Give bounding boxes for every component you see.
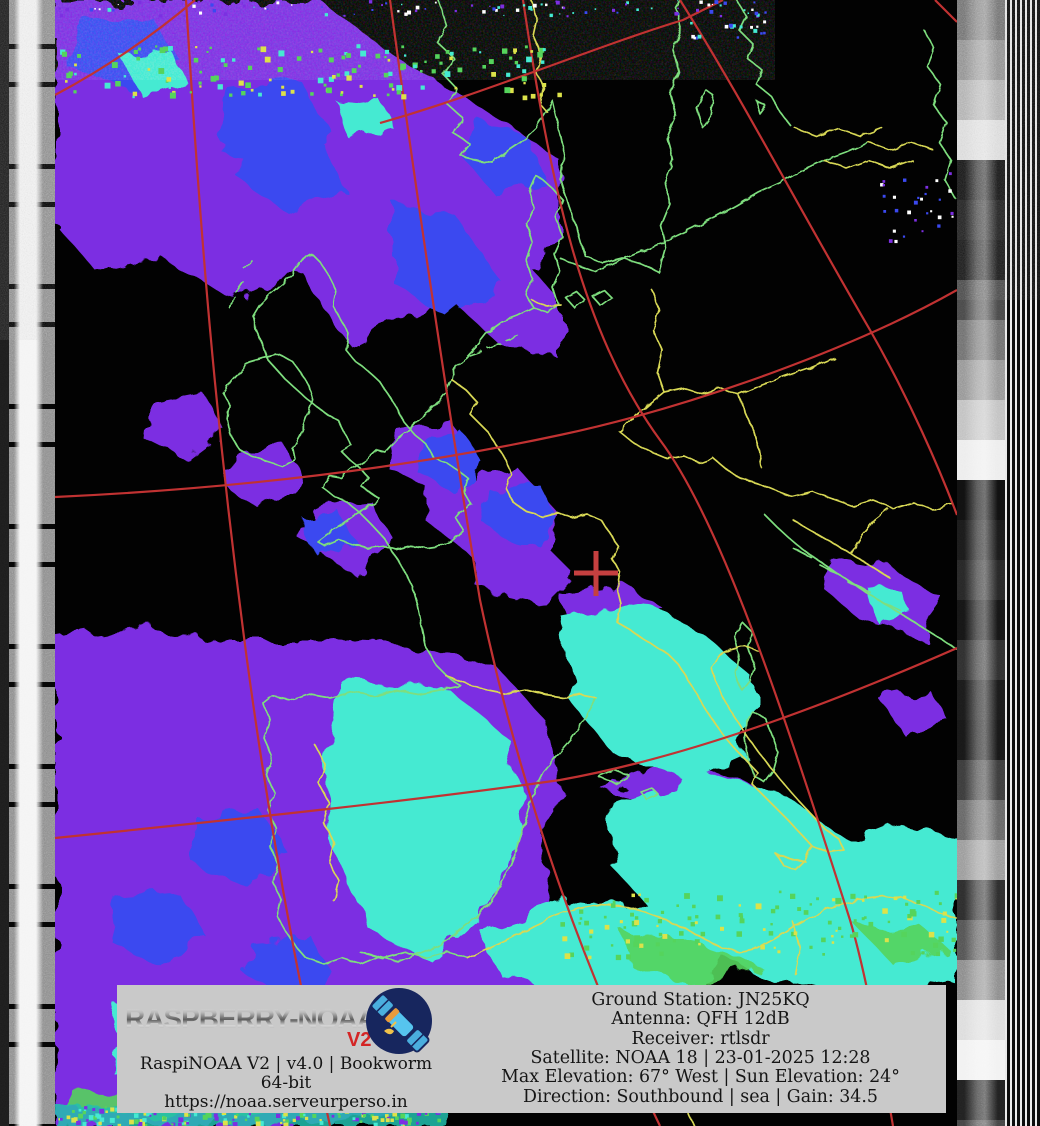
- cloud-cyan-cores: [110, 50, 957, 1100]
- country-borders: [314, 0, 957, 1126]
- speckle-africa-fringe: [560, 890, 957, 961]
- coastlines: [222, 0, 957, 965]
- map-background: [55, 0, 957, 1126]
- rf-noise-band-top: [55, 0, 775, 80]
- cloud-blue-cores: [70, 15, 890, 1055]
- ground-station-text: Ground Station: JN25KQ: [591, 989, 810, 1010]
- pass-details-block: Ground Station: JN25KQ Antenna: QFH 12dB…: [455, 985, 946, 1113]
- graticule: [55, 0, 957, 1126]
- raspberry-noaa-logo: RASPBERRY-NOAA V2: [121, 987, 451, 1055]
- speckle-top-noise: [58, 0, 759, 18]
- direction-text: Direction: Southbound | sea | Gain: 34.5: [523, 1086, 878, 1107]
- telemetry-highlight-band: [957, 0, 1005, 1126]
- speckle-right-patch: [880, 172, 954, 244]
- cloud-layer: [55, 0, 957, 1126]
- satellite-text: Satellite: NOAA 18 | 23-01-2025 12:28: [530, 1048, 871, 1068]
- speckle-topright: [690, 0, 767, 40]
- branding-block: RASPBERRY-NOAA V2: [117, 985, 455, 1113]
- cloud-purple-masses: [55, 0, 950, 1126]
- antenna-text: Antenna: QFH 12dB: [611, 1009, 790, 1030]
- logo-wordmark: RASPBERRY-NOAA: [125, 1003, 377, 1034]
- apt-sync-stripes-right: [1005, 0, 1040, 1126]
- receiver-text: Receiver: rtlsdr: [631, 1028, 770, 1049]
- apt-telemetry-wedges: [957, 0, 1005, 1126]
- logo-version-badge: V2: [347, 1029, 372, 1051]
- website-url-text: https://noaa.serveurperso.in: [164, 1092, 408, 1112]
- apt-sync-bar-left: [0, 0, 55, 1126]
- satellite-icon: [365, 987, 433, 1059]
- software-version-text: RaspiNOAA V2 | v4.0 | Bookworm 64-bit: [139, 1054, 433, 1093]
- capture-info-panel: RASPBERRY-NOAA V2: [117, 985, 946, 1113]
- ground-station-marker: [574, 551, 618, 596]
- elevation-text: Max Elevation: 67° West | Sun Elevation:…: [501, 1067, 900, 1088]
- speckle-top-band: [60, 44, 562, 101]
